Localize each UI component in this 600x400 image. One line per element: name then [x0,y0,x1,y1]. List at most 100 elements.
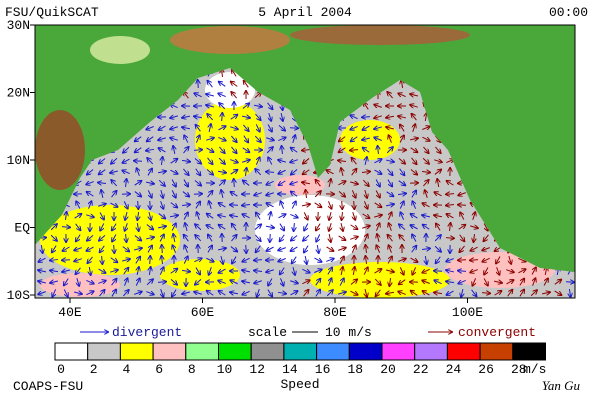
wind-arrow [231,92,237,99]
wind-arrow [221,256,223,264]
colorbar-label: 2 [90,362,98,377]
wind-arrow [389,135,392,143]
wind-arrow [184,135,189,143]
wind-arrow [172,289,177,297]
wind-arrow [86,182,94,185]
wind-arrow [219,291,226,296]
wind-arrow [339,147,346,152]
wind-arrow [74,292,82,294]
wind-arrow [246,244,247,253]
wind-arrow [306,190,307,199]
wind-arrow [422,215,431,217]
wind-arrow [206,225,214,230]
wind-arrow [218,93,226,96]
wind-arrow [230,160,237,163]
wind-arrow [170,170,177,174]
wind-arrow [111,157,118,163]
colorbar-box [316,342,350,361]
wind-arrow [458,260,467,261]
legend-scale: scale [248,325,287,340]
wind-arrow [134,292,142,295]
wind-arrow [254,224,261,230]
wind-arrow [410,147,418,152]
wind-arrow [293,267,295,275]
wind-arrow [565,282,574,283]
wind-arrow [412,114,417,121]
wind-arrow [364,201,367,208]
wind-arrow [398,180,406,186]
wind-arrow [50,260,59,261]
wind-arrow [374,202,382,207]
wind-arrow [350,291,357,295]
colorbar-label: 28 [511,362,527,377]
wind-arrow [183,212,188,220]
wind-arrow [158,213,165,219]
wind-arrow [231,192,238,197]
wind-arrow [206,105,215,107]
wind-arrow [218,281,226,284]
wind-arrow [183,147,188,154]
wind-arrow [342,200,343,209]
wind-arrow [206,94,214,96]
wind-arrow [446,194,455,195]
wind-arrow [147,169,152,176]
wind-arrow [217,171,226,172]
wind-arrow [122,246,129,252]
wind-arrow [302,182,311,183]
wind-arrow [376,245,379,253]
wind-arrow [266,260,275,261]
wind-arrow [76,234,81,242]
wind-arrow [254,135,260,142]
wind-arrow [134,248,142,250]
wind-arrow [208,81,213,88]
wind-arrow [146,279,153,286]
wind-arrow [266,172,275,173]
wind-arrow [253,105,262,106]
wind-arrow [425,190,428,198]
wind-arrow [291,148,298,153]
wind-arrow [281,278,284,285]
wind-arrow [314,269,321,272]
wind-arrow [423,225,430,230]
wind-arrow [230,246,237,252]
colorbar-label: 24 [446,362,462,377]
wind-arrow [363,267,368,275]
wind-arrow [86,280,93,283]
wind-arrow [422,269,430,272]
wind-arrow [61,227,70,228]
wind-arrow [122,170,130,173]
wind-arrow [445,238,454,239]
wind-arrow [364,234,367,242]
wind-arrow [341,222,343,231]
wind-arrow [352,190,355,197]
wind-arrow [242,205,251,206]
wind-arrow [182,292,190,294]
wind-arrow [137,267,139,276]
wind-arrow [219,103,226,110]
wind-arrow [255,234,260,241]
wind-arrow [389,223,392,231]
wind-arrow [350,150,359,151]
wind-arrow [125,223,128,231]
wind-arrow [374,278,380,285]
wind-arrow [146,292,153,295]
wind-arrow [98,268,106,273]
wind-arrow [385,204,394,206]
wind-arrow [196,125,201,132]
wind-arrow [184,245,187,253]
wind-arrow [374,137,382,140]
lat-label: 10S [7,288,31,303]
wind-arrow [208,235,213,242]
colorbar-label: 4 [122,362,130,377]
wind-arrow [171,223,176,231]
wind-arrow [342,211,343,220]
wind-arrow [230,170,238,175]
wind-arrow [111,191,117,198]
wind-arrow [506,270,514,273]
lat-labels: 30N 20N 10N EQ 10S [7,18,35,303]
wind-arrow [122,259,130,261]
wind-arrow [123,146,130,152]
wind-arrow [232,224,237,231]
wind-arrow [410,105,418,107]
colorbar-label: 0 [57,362,65,377]
